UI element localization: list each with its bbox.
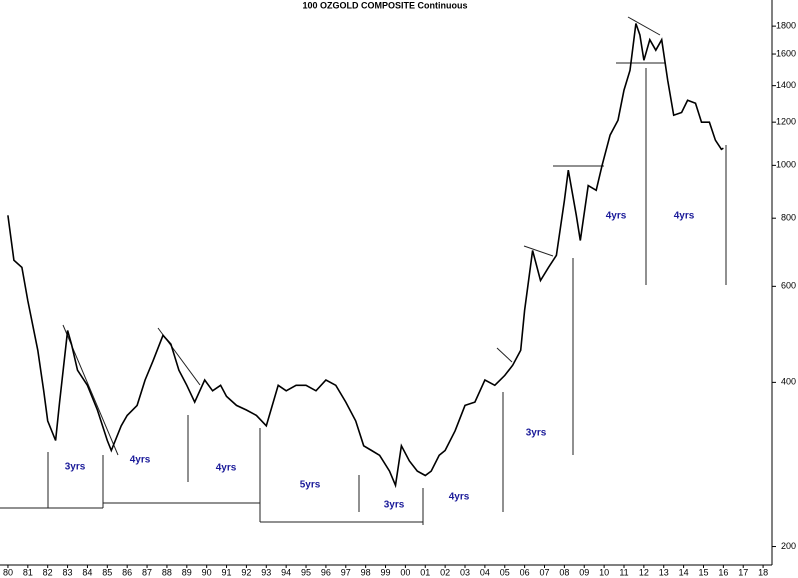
annotation: 4yrs <box>130 455 151 466</box>
x-tick-label: 00 <box>400 567 410 577</box>
x-tick-label: 09 <box>579 567 589 577</box>
x-tick-label: 14 <box>679 567 689 577</box>
x-tick-label: 91 <box>222 567 232 577</box>
x-tick-label: 98 <box>361 567 371 577</box>
x-tick-label: 07 <box>539 567 549 577</box>
x-tick-label: 81 <box>23 567 33 577</box>
x-tick-label: 97 <box>341 567 351 577</box>
x-tick-label: 03 <box>460 567 470 577</box>
x-tick-label: 84 <box>82 567 92 577</box>
y-tick-label: 600 <box>781 281 796 291</box>
x-tick-label: 11 <box>619 567 628 577</box>
annotation: 4yrs <box>449 492 470 503</box>
x-tick-label: 18 <box>758 567 768 577</box>
annotation: 5yrs <box>300 480 321 491</box>
x-tick-label: 88 <box>162 567 172 577</box>
y-tick-label: 1800 <box>776 21 796 31</box>
y-tick-label: 1000 <box>776 160 796 170</box>
x-tick-label: 94 <box>281 567 291 577</box>
annotation-lines <box>0 16 727 525</box>
x-tick-label: 17 <box>738 567 748 577</box>
chart-title: 100 OZGOLD COMPOSITE Continuous <box>302 0 467 10</box>
x-tick-label: 12 <box>639 567 649 577</box>
x-tick-label: 04 <box>480 567 490 577</box>
x-tick-label: 82 <box>43 567 53 577</box>
y-tick-label: 800 <box>781 213 796 223</box>
x-tick-label: 90 <box>202 567 212 577</box>
y-tick-label: 400 <box>781 377 796 387</box>
x-tick-label: 01 <box>420 567 430 577</box>
x-tick-label: 06 <box>520 567 530 577</box>
x-tick-label: 15 <box>698 567 708 577</box>
x-tick-label: 16 <box>718 567 728 577</box>
y-tick-label: 1200 <box>776 117 796 127</box>
y-tick-label: 1400 <box>776 80 796 90</box>
x-tick-label: 95 <box>301 567 311 577</box>
x-tick-label: 02 <box>440 567 450 577</box>
price-line <box>7 23 724 489</box>
x-tick-label: 85 <box>102 567 112 577</box>
y-tick-label: 200 <box>781 541 796 551</box>
x-tick-label: 08 <box>559 567 569 577</box>
annotation: 3yrs <box>526 428 547 439</box>
annotation: 3yrs <box>384 500 405 511</box>
annotation: 4yrs <box>606 211 627 222</box>
x-tick-label: 87 <box>142 567 152 577</box>
x-tick-label: 83 <box>63 567 73 577</box>
annotation: 4yrs <box>674 211 695 222</box>
x-tick-label: 96 <box>321 567 331 577</box>
x-tick-label: 10 <box>599 567 609 577</box>
annotation: 4yrs <box>216 463 237 474</box>
x-tick-label: 13 <box>659 567 669 577</box>
y-tick-label: 1600 <box>776 48 796 58</box>
annotation: 3yrs <box>65 462 86 473</box>
x-tick-label: 05 <box>500 567 510 577</box>
x-tick-label: 93 <box>261 567 271 577</box>
x-tick-label: 89 <box>182 567 192 577</box>
x-tick-label: 86 <box>122 567 132 577</box>
x-tick-label: 99 <box>381 567 391 577</box>
x-tick-label: 92 <box>241 567 251 577</box>
x-tick-label: 80 <box>3 567 13 577</box>
